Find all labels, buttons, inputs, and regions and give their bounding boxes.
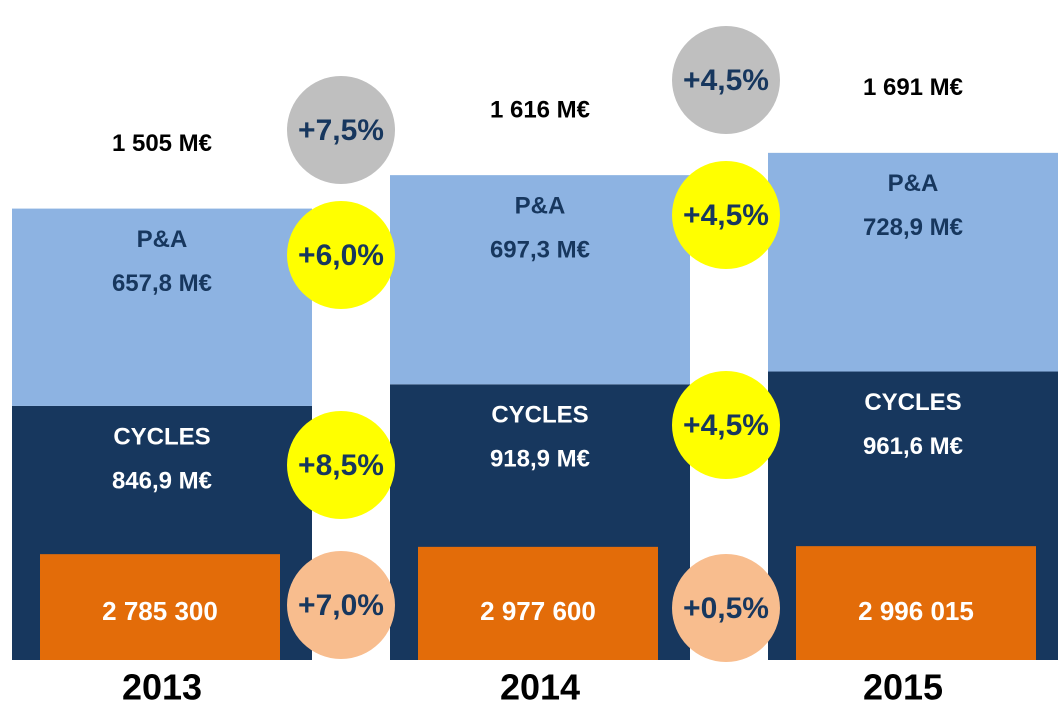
units-bar [418,546,658,660]
segment-name: CYCLES [113,423,210,450]
year-label: 2015 [863,667,943,708]
segment-name: P&A [137,226,188,253]
bar-segment [12,208,312,406]
growth-circle [287,201,395,309]
year-label: 2013 [122,667,202,708]
growth-label: +0,5% [683,592,769,625]
growth-label: +7,5% [298,114,384,147]
units-label: 2 977 600 [480,596,596,626]
growth-circle [287,76,395,184]
total-label: 1 616 M€ [490,96,590,123]
growth-circle [672,371,780,479]
units-label: 2 996 015 [858,596,974,626]
total-label: 1 691 M€ [863,74,963,101]
units-bar [796,546,1036,660]
growth-circle [672,554,780,662]
growth-label: +4,5% [683,409,769,442]
segment-name: P&A [888,170,939,197]
growth-label: +4,5% [683,64,769,97]
segment-name: CYCLES [864,389,961,416]
segment-name: P&A [515,192,566,219]
growth-circle [287,551,395,659]
growth-label: +8,5% [298,449,384,482]
segment-label: 918,9 M€ [490,446,590,473]
growth-circle [287,411,395,519]
growth-label: +6,0% [298,239,384,272]
segment-label: 961,6 M€ [863,433,963,460]
units-bar [40,554,280,660]
segment-label: 846,9 M€ [112,467,212,494]
growth-label: +4,5% [683,199,769,232]
bar-segment [768,152,1058,372]
year-label: 2014 [500,667,580,708]
segment-label: 728,9 M€ [863,214,963,241]
growth-circle [672,161,780,269]
units-label: 2 785 300 [102,596,218,626]
total-label: 1 505 M€ [112,130,212,157]
growth-circle [672,26,780,134]
growth-label: +7,0% [298,589,384,622]
segment-name: CYCLES [491,402,588,429]
bar-segment [390,175,690,385]
segment-label: 697,3 M€ [490,236,590,263]
segment-label: 657,8 M€ [112,270,212,297]
